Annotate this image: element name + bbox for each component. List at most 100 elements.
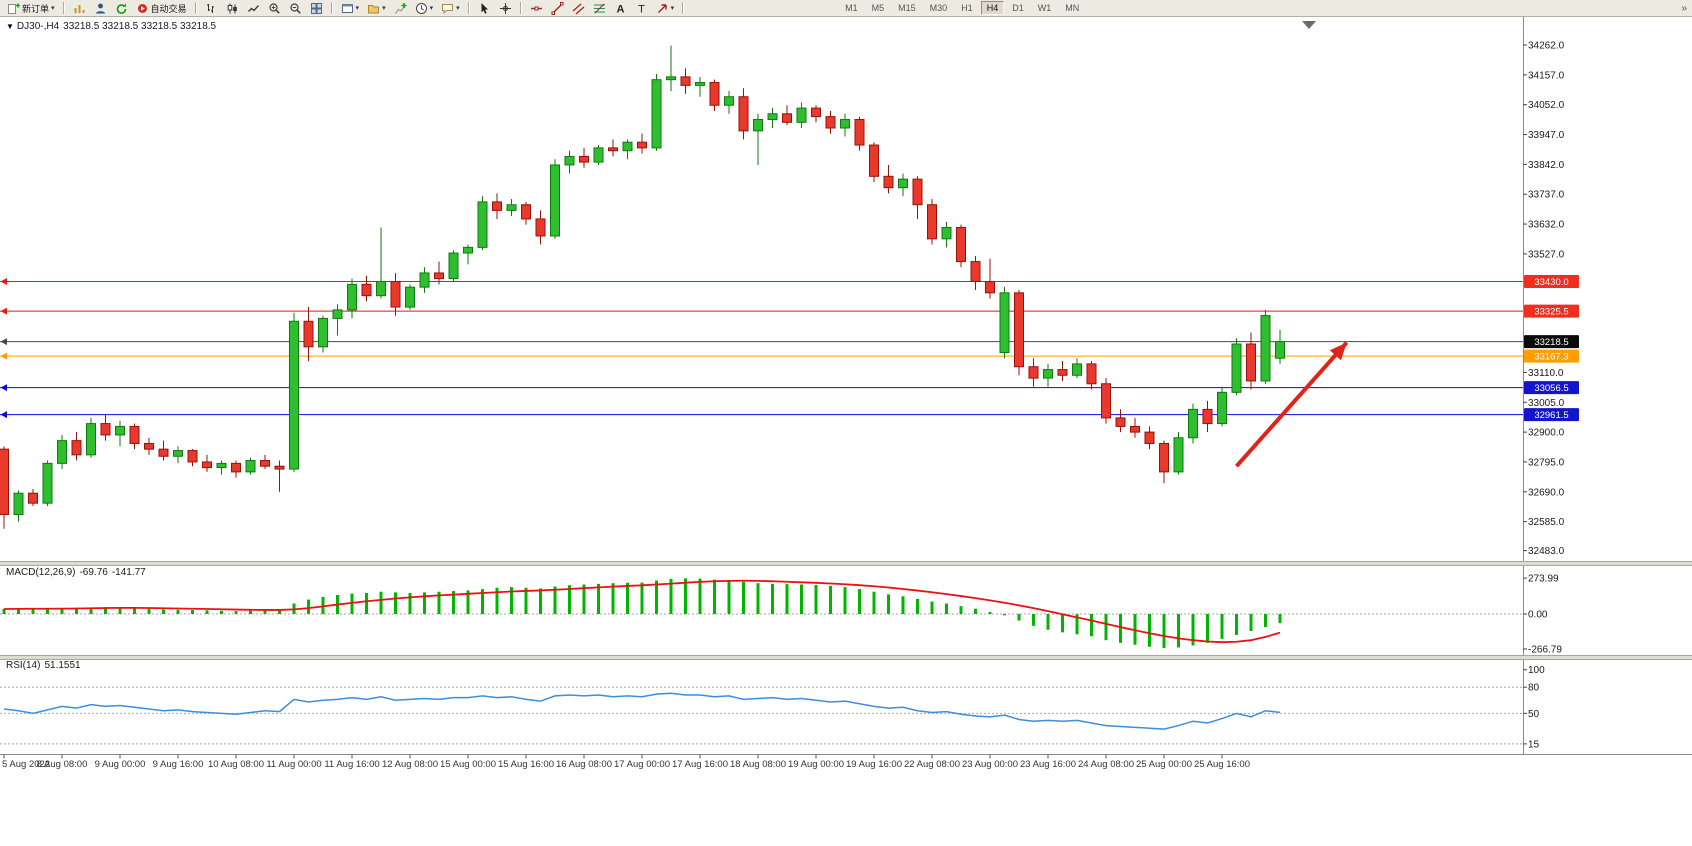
macd-panel: 273.99 0.00 -266.79 <box>0 574 1562 655</box>
bar-chart-button[interactable] <box>201 1 222 16</box>
trendline-icon <box>551 1 564 15</box>
price-axis-label: 33737.0 <box>1528 190 1565 201</box>
panel-separator[interactable] <box>0 561 1692 565</box>
line-chart-button[interactable] <box>243 1 264 16</box>
fibonacci-icon <box>593 3 605 13</box>
price-axis-label: 33110.0 <box>1528 368 1564 379</box>
time-axis-label: 22 Aug 08:00 <box>904 759 960 770</box>
chart-symbol-period: DJ30-,H4 <box>16 21 60 32</box>
zoom-in-icon <box>268 2 280 14</box>
arrow-annotation[interactable] <box>1235 341 1349 468</box>
price-badge <box>1524 381 1579 395</box>
timeframe-button-w1[interactable]: W1 <box>1037 3 1052 13</box>
tile-windows-icon <box>310 2 322 14</box>
autotrading-button[interactable]: 自动交易 <box>132 1 191 16</box>
time-axis-label: 17 Aug 16:00 <box>672 759 728 770</box>
macd-label: MACD(12,26,9) <box>6 567 76 578</box>
time-axis-label: 5 Aug 2022 <box>2 759 50 770</box>
price-badge-label: 33167.3 <box>1534 352 1568 363</box>
timeframe-button-m1[interactable]: M1 <box>845 3 858 13</box>
chart-menu-icon[interactable]: ▼ <box>6 22 14 31</box>
autotrading-label: 自动交易 <box>150 3 187 14</box>
macd-value-signal: -141.77 <box>111 567 146 578</box>
refresh-icon <box>116 3 126 14</box>
period-button[interactable]: ▾ <box>411 1 438 16</box>
autotrading-icon <box>137 3 147 13</box>
refresh-button[interactable] <box>111 1 132 16</box>
macd-axis-label: -266.79 <box>1528 644 1562 655</box>
chevron-down-icon: ▾ <box>456 4 460 12</box>
chevron-down-icon: ▾ <box>51 4 55 12</box>
label-tool-button[interactable]: T <box>631 1 652 16</box>
price-chart[interactable]: 34262.0 34157.0 34052.0 33947.0 33842.0 33737… <box>0 17 1692 841</box>
crosshair-button[interactable] <box>495 1 516 16</box>
profiles-button[interactable]: ▾ <box>363 1 390 16</box>
timeframe-button-mn[interactable]: MN <box>1065 3 1080 13</box>
timeframe-button-m5[interactable]: M5 <box>871 3 885 13</box>
fibonacci-tool-button[interactable] <box>589 1 610 16</box>
price-axis-label: 33947.0 <box>1528 130 1565 141</box>
zoom-in-button[interactable] <box>264 1 285 16</box>
time-axis-label: 18 Aug 08:00 <box>730 759 786 770</box>
price-line-left-marker <box>0 384 7 392</box>
panel-separator[interactable] <box>0 655 1692 659</box>
cursor-button[interactable] <box>474 1 495 16</box>
time-axis-label: 23 Aug 16:00 <box>1020 759 1076 770</box>
price-badge-label: 32961.5 <box>1534 410 1568 421</box>
time-axis-label: 11 Aug 00:00 <box>266 759 321 770</box>
timeframe-group: M1 M5 M15 M30 H1 H4 D1 W1 MN <box>838 1 1086 15</box>
time-axis-label: 9 Aug 00:00 <box>95 759 146 770</box>
time-axis-label: 12 Aug 08:00 <box>382 759 438 770</box>
time-axis-label: 8 Aug 08:00 <box>37 759 88 770</box>
price-axis-label: 33842.0 <box>1528 160 1565 171</box>
svg-text:A: A <box>616 3 624 15</box>
timeframe-button-m30[interactable]: M30 <box>929 3 948 13</box>
line-chart-icon <box>247 4 259 12</box>
price-axis-label: 33632.0 <box>1528 220 1565 231</box>
svg-text:T: T <box>638 3 645 15</box>
charts-button[interactable] <box>69 1 90 16</box>
macd-header: MACD(12,26,9) -69.76 -141.77 <box>6 567 150 578</box>
candlestick-chart-button[interactable] <box>222 1 243 16</box>
price-badge <box>1524 274 1579 288</box>
indicators-button[interactable] <box>390 1 411 16</box>
chevron-down-icon: ▾ <box>355 4 360 12</box>
new-chart-icon <box>341 3 353 13</box>
market-watch-button[interactable] <box>90 1 111 16</box>
trendline-tool-button[interactable] <box>547 1 568 16</box>
chevron-down-icon: ▾ <box>429 4 434 12</box>
price-axis-label: 33527.0 <box>1528 249 1565 260</box>
timeframe-button-m15[interactable]: M15 <box>898 3 916 13</box>
zoom-out-button[interactable] <box>285 1 306 16</box>
timeframe-button-h4[interactable]: H4 <box>980 1 1005 15</box>
tile-windows-button[interactable] <box>306 1 327 16</box>
alerts-button[interactable]: ▾ <box>437 1 464 16</box>
arrows-tool-button[interactable]: ▾ <box>652 1 679 16</box>
price-axis-label: 32585.0 <box>1528 517 1565 528</box>
hline-tool-button[interactable] <box>526 1 547 16</box>
timeframe-button-h1[interactable]: H1 <box>961 3 973 13</box>
folder-icon <box>368 4 380 13</box>
time-axis-label: 25 Aug 00:00 <box>1136 759 1192 770</box>
chart-ohlc-values: 33218.5 33218.5 33218.5 33218.5 <box>63 21 217 32</box>
time-axis-label: 15 Aug 00:00 <box>440 759 496 770</box>
price-badge-label: 33325.5 <box>1534 307 1568 318</box>
cursor-icon <box>481 2 488 14</box>
crosshair-icon <box>499 2 511 14</box>
new-chart-button[interactable]: ▾ <box>337 1 364 16</box>
timeframe-button-d1[interactable]: D1 <box>1012 3 1024 13</box>
chevron-down-icon: ▾ <box>670 4 675 12</box>
text-tool-button[interactable]: A <box>610 1 631 16</box>
toolbar-overflow-button[interactable]: » <box>1681 2 1687 14</box>
price-axis-label: 32795.0 <box>1528 457 1565 468</box>
toolbar-separator <box>467 2 470 14</box>
price-badge-label: 33218.5 <box>1534 337 1568 348</box>
rsi-axis-label: 100 <box>1528 665 1545 676</box>
new-order-button[interactable]: 新订单 ▾ <box>3 1 59 16</box>
channel-tool-button[interactable] <box>568 1 589 16</box>
price-badge <box>1524 304 1579 318</box>
horizontal-line-icon <box>530 6 542 10</box>
chart-title: ▼ DJ30-,H4 33218.5 33218.5 33218.5 33218.5 <box>6 21 220 32</box>
price-axis-label: 32483.0 <box>1528 546 1565 557</box>
